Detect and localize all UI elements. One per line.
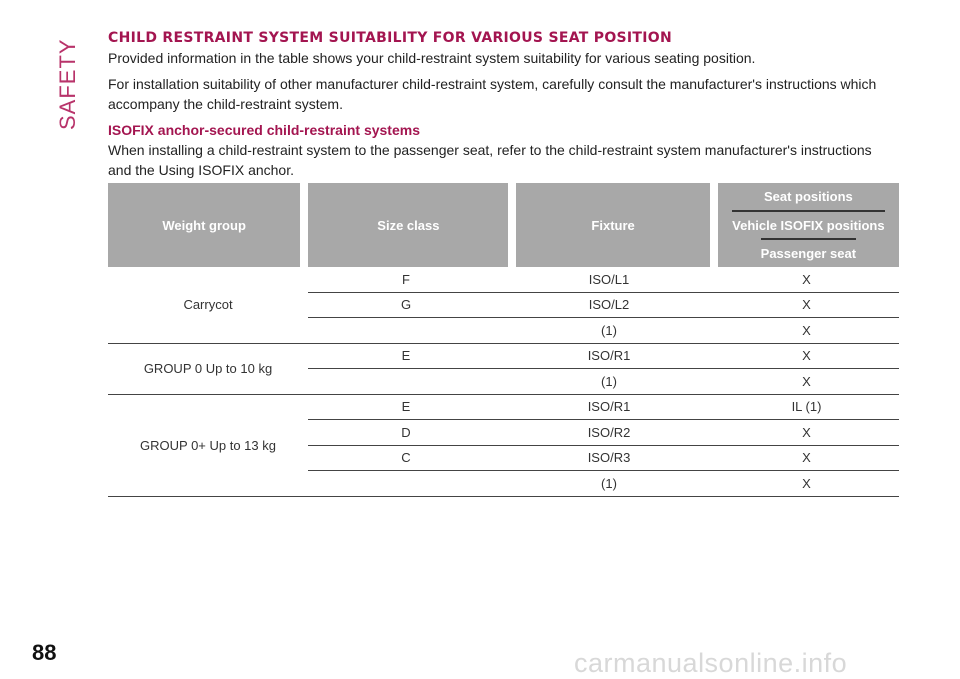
fixture-cell: (1): [601, 373, 617, 389]
fixture-cell: ISO/R1: [587, 348, 631, 364]
passenger-seat-cell: X: [802, 271, 811, 287]
section-side-label: SAFETY: [55, 38, 80, 130]
table-header: Weight group Size class Fixture Seat pos…: [108, 183, 900, 267]
fixture-cell: ISO/L1: [588, 271, 630, 287]
table-row: (1) X: [308, 317, 899, 343]
passenger-seat-cell: X: [802, 475, 811, 491]
table-row: C ISO/R3 X: [308, 444, 899, 471]
fixture-cell: (1): [601, 475, 617, 491]
header-fixture: Fixture: [516, 183, 710, 267]
passenger-seat-cell: X: [802, 424, 811, 440]
passenger-seat-cell: X: [802, 322, 811, 338]
table-group: Carrycot F ISO/L1 X G ISO/L2 X (1) X: [108, 267, 899, 344]
size-class-cell: F: [402, 271, 410, 287]
weight-group-label: Carrycot: [183, 297, 233, 313]
weight-group-label: GROUP 0 Up to 10 kg: [143, 361, 273, 376]
fixture-cell: ISO/R3: [587, 450, 631, 466]
table-group: GROUP 0+ Up to 13 kg E ISO/R1 IL (1) D ISO/R2…: [108, 395, 899, 497]
group-rows: E ISO/R1 IL (1) D ISO/R2 X C ISO/R3 X (1) X: [308, 395, 899, 496]
fixture-cell: ISO/L2: [588, 297, 630, 313]
header-seat-group: Seat positions Vehicle ISOFIX positions …: [717, 183, 900, 267]
isofix-paragraph: When installing a child-restraint system…: [108, 142, 872, 178]
fixture-cell: ISO/R1: [587, 399, 631, 415]
weight-group-label: GROUP 0+ Up to 13 kg: [140, 437, 276, 453]
passenger-seat-cell: IL (1): [791, 399, 822, 415]
passenger-seat-cell: X: [802, 297, 811, 313]
size-class-cell: E: [401, 348, 411, 364]
table-body: Carrycot F ISO/L1 X G ISO/L2 X (1) X GROUP 0 Up t…: [108, 267, 899, 497]
watermark: carmanualsonline.info: [574, 648, 848, 678]
passenger-seat-cell: X: [802, 450, 811, 466]
table-group: GROUP 0 Up to 10 kg E ISO/R1 X (1) X: [108, 344, 899, 395]
fixture-cell: (1): [601, 322, 617, 338]
suitability-table: Weight group Size class Fixture Seat pos…: [108, 183, 900, 497]
passenger-seat-cell: X: [802, 373, 811, 389]
header-size-class: Size class: [308, 183, 509, 267]
table-row: (1) X: [308, 368, 899, 394]
table-row: E ISO/R1 IL (1): [308, 395, 899, 420]
isofix-subtitle: ISOFIX anchor-secured child-restraint sy…: [108, 122, 420, 138]
header-vehicle-isofix-positions: Vehicle ISOFIX positions: [732, 209, 885, 239]
group-rows: E ISO/R1 X (1) X: [308, 344, 899, 394]
table-row: E ISO/R1 X: [308, 344, 899, 369]
table-row: D ISO/R2 X: [308, 419, 899, 445]
section-title: CHILD RESTRAINT SYSTEM SUITABILITY FOR V…: [108, 30, 673, 46]
fixture-cell: ISO/R2: [587, 424, 631, 440]
content: CHILD RESTRAINT SYSTEM SUITABILITY FOR V…: [108, 30, 898, 180]
group-rows: F ISO/L1 X G ISO/L2 X (1) X: [308, 267, 899, 343]
table-row: (1) X: [308, 470, 899, 496]
table-row: G ISO/L2 X: [308, 291, 899, 318]
size-class-cell: E: [401, 399, 411, 415]
page-number: 88: [32, 640, 57, 665]
passenger-seat-cell: X: [802, 348, 811, 364]
size-class-cell: D: [401, 424, 411, 440]
header-passenger-seat: Passenger seat: [760, 238, 857, 267]
intro-paragraph: Provided information in the table shows …: [108, 50, 756, 66]
header-seat-positions: Seat positions: [763, 188, 853, 204]
table-row: F ISO/L1 X: [308, 267, 899, 292]
header-weight-group: Weight group: [108, 183, 301, 267]
size-class-cell: C: [401, 450, 411, 466]
size-class-cell: G: [400, 297, 412, 313]
installation-paragraph: For installation suitability of other ma…: [108, 76, 877, 112]
